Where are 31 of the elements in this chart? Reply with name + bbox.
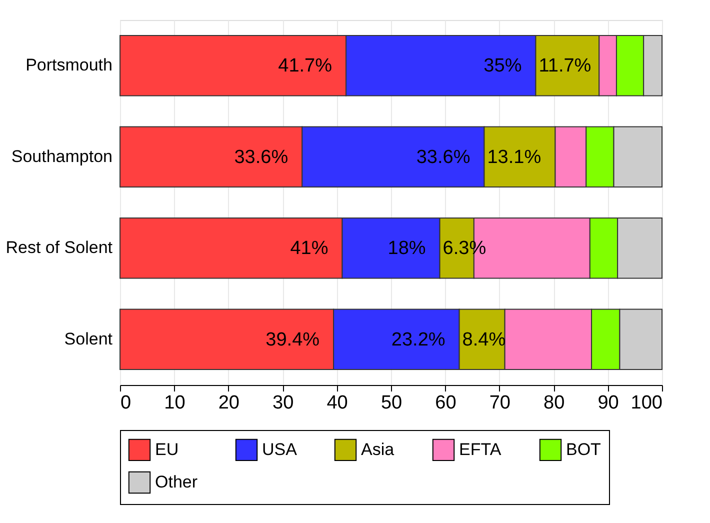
legend-label: USA (262, 440, 298, 459)
legend-label: EU (155, 440, 179, 459)
y-tick-label: Solent (64, 329, 113, 348)
legend-label: Other (155, 472, 198, 492)
x-tick-label: 30 (272, 392, 294, 414)
legend-label: BOT (566, 440, 601, 459)
data-label: 39.4% (266, 329, 320, 350)
x-tick-label: 40 (326, 392, 348, 414)
y-tick-label: Portsmouth (26, 56, 112, 75)
x-tick-label: 90 (598, 392, 619, 414)
data-label: 23.2% (391, 329, 446, 350)
data-label: 33.6% (416, 146, 470, 168)
x-tick-label: 20 (218, 392, 240, 414)
data-label: 18% (388, 238, 426, 260)
x-tick-label: 100 (630, 392, 662, 414)
data-label: 11.7% (538, 56, 592, 77)
x-tick-label: 0 (120, 392, 132, 414)
legend-label: EFTA (459, 440, 502, 459)
y-tick-label: Rest of Solent (6, 238, 113, 258)
x-tick-label: 60 (435, 392, 456, 414)
data-label: 33.6% (234, 146, 288, 168)
data-label: 13.1% (487, 146, 542, 168)
y-tick-label: Southampton (11, 146, 112, 166)
data-label: 41.7% (278, 56, 332, 77)
x-tick-label: 10 (164, 392, 186, 414)
x-tick-label: 50 (380, 392, 402, 414)
data-label: 35% (484, 56, 522, 77)
data-label: 41% (290, 238, 328, 260)
legend-label: Asia (361, 440, 395, 459)
x-tick-label: 80 (544, 392, 565, 414)
x-tick-label: 70 (489, 392, 510, 414)
